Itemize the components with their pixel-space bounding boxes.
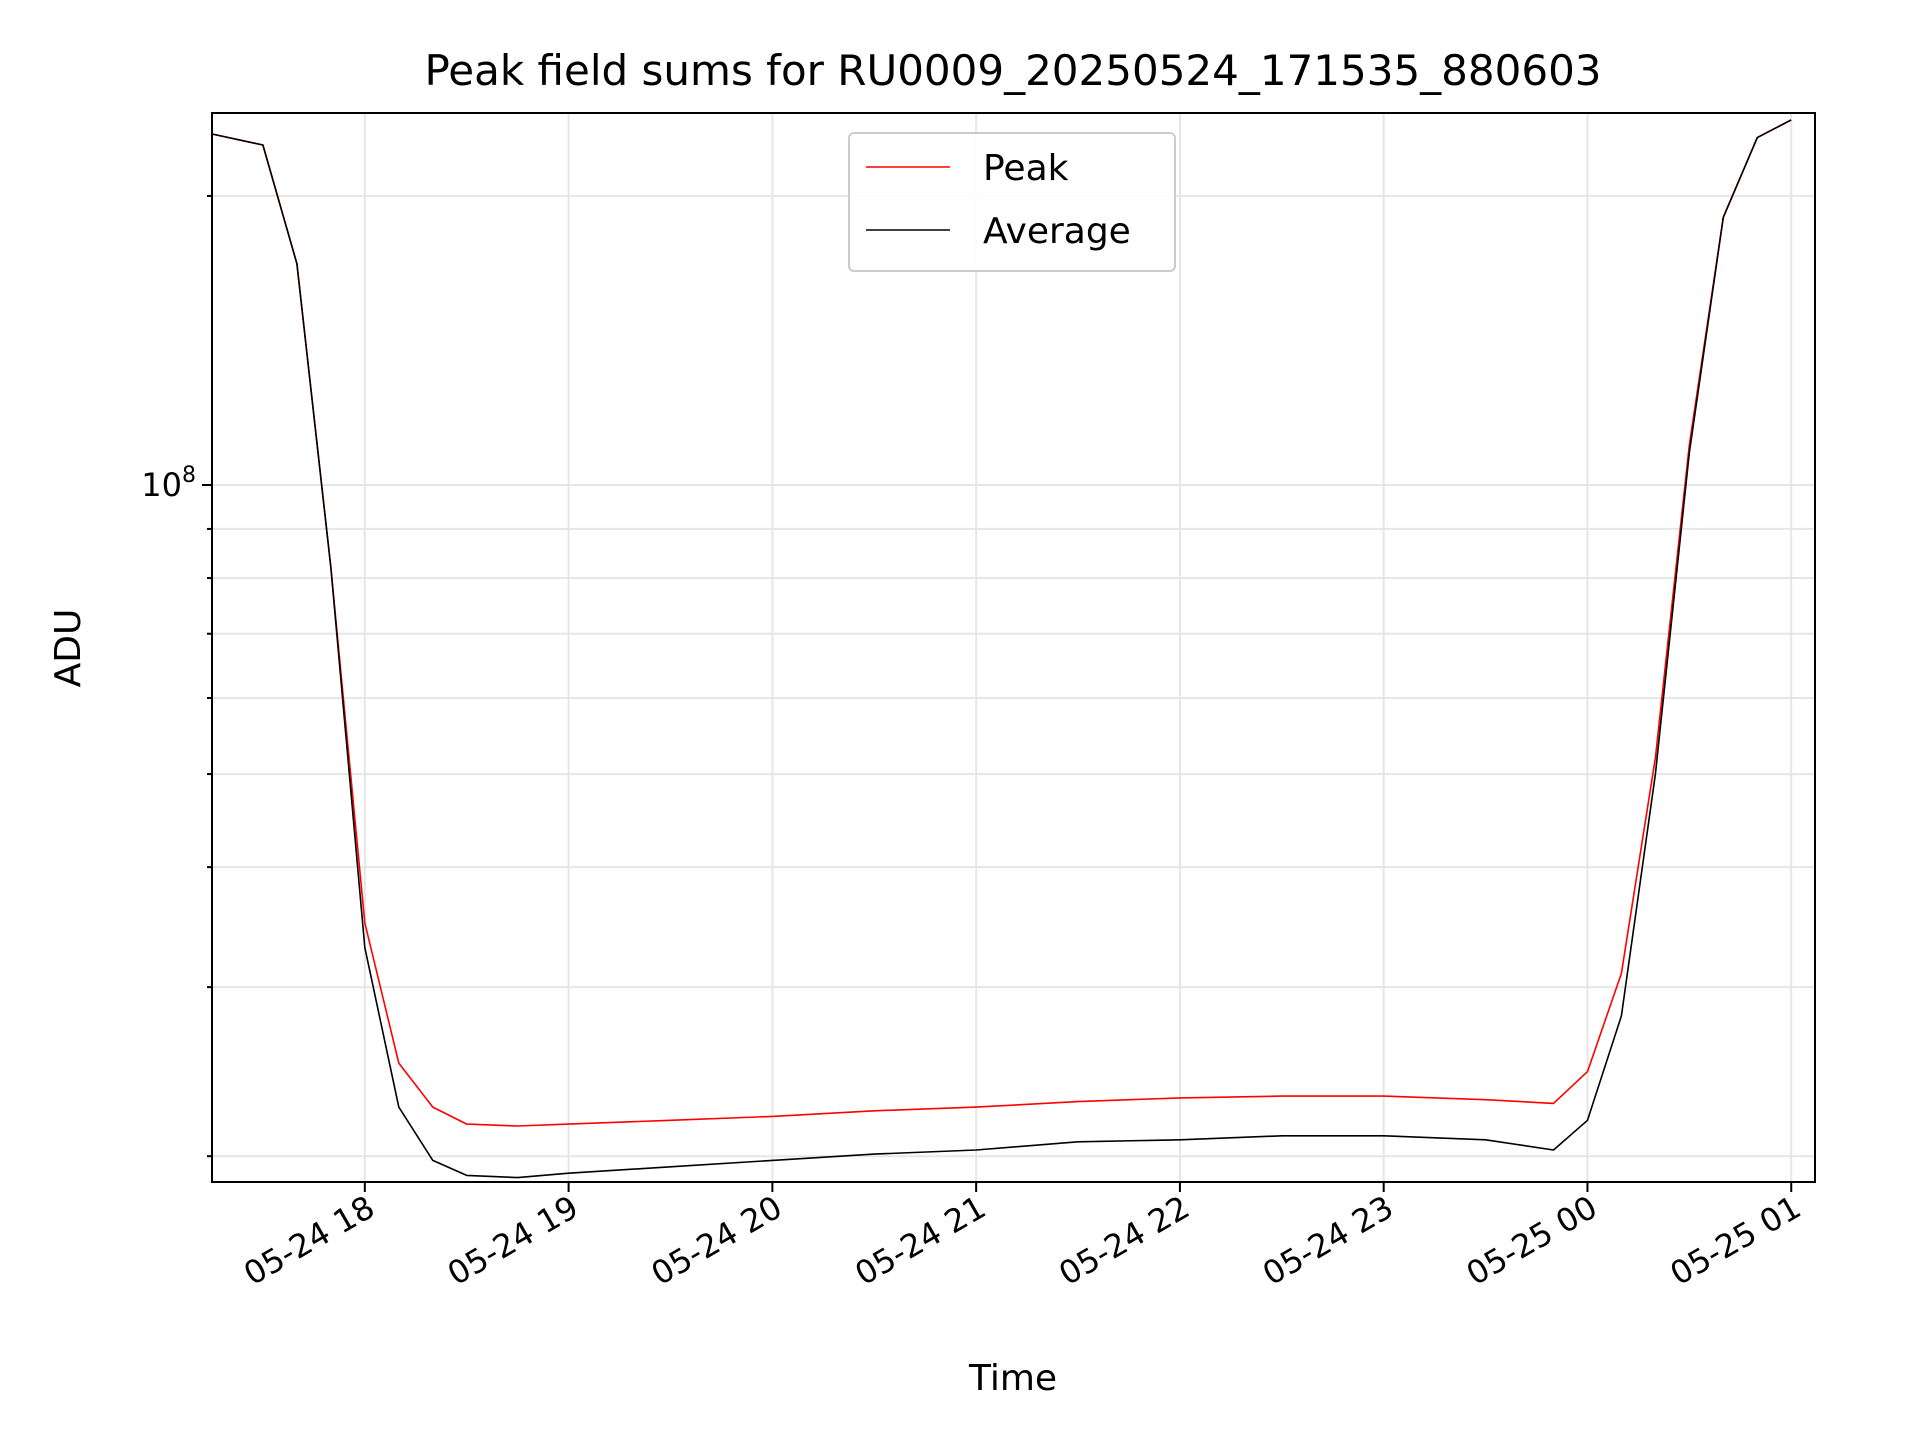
y-tick-exponent: 8	[182, 463, 196, 488]
legend-peak-label: Peak	[983, 148, 1069, 189]
chart-title: Peak field sums for RU0009_20250524_1715…	[424, 46, 1601, 95]
plot-frame	[211, 112, 1816, 1183]
y-axis-label: ADU	[48, 609, 89, 688]
series-layer	[211, 119, 1792, 1179]
series-line-average	[211, 119, 1792, 1179]
legend: Peak Average	[848, 132, 1176, 272]
series-line-peak	[211, 119, 1792, 1127]
grid	[212, 113, 1815, 1182]
legend-average-label: Average	[983, 211, 1131, 252]
x-axis-label: Time	[968, 1358, 1057, 1399]
